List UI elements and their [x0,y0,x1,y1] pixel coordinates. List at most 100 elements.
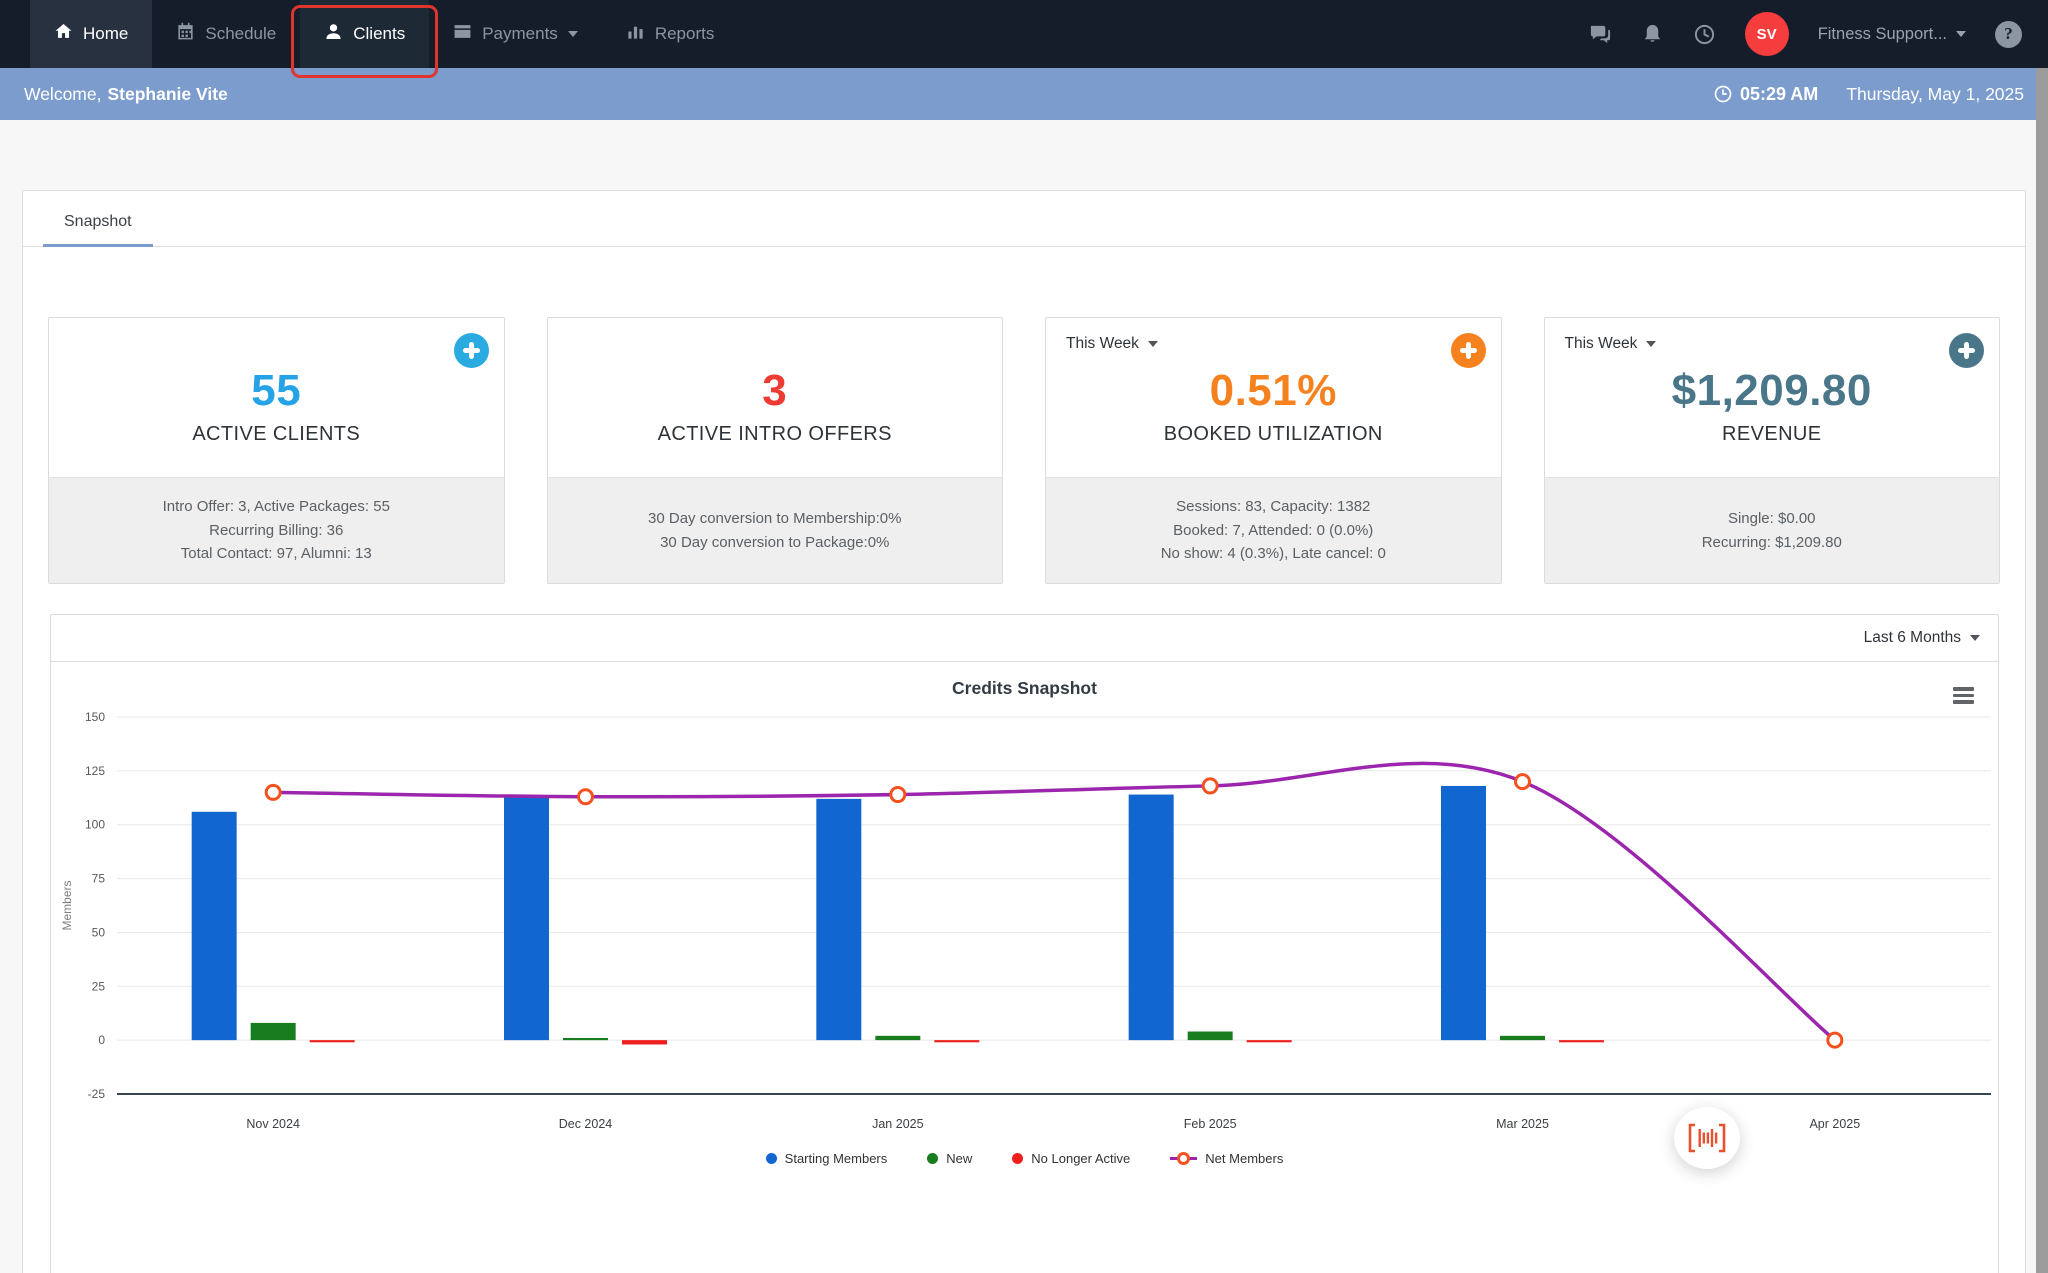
clock-icon [1694,24,1714,44]
nav-item-label: Schedule [205,24,277,43]
notifications-button[interactable] [1641,23,1664,46]
booked-utilization-value: 0.51% [1209,365,1337,415]
svg-text:100: 100 [85,818,105,832]
add-booking-button[interactable] [1450,333,1486,368]
user-icon [324,22,343,46]
footer-line: Recurring: $1,209.80 [1701,533,1842,551]
avatar[interactable]: SV [1744,12,1789,56]
svg-text:Dec 2024: Dec 2024 [559,1117,613,1131]
range-label: Last 6 Months [1863,629,1961,646]
tab-snapshot[interactable]: Snapshot [43,213,153,247]
chat-button[interactable] [1589,23,1612,46]
home-icon [54,22,73,46]
card-label: BOOKED UTILIZATION [1163,422,1383,445]
footer-line: Recurring Billing: 36 [209,521,344,539]
period-selector[interactable]: This Week [1565,335,1657,353]
legend-item[interactable]: New [927,1151,972,1166]
banner-datetime: 05:29 AM Thursday, May 1, 2025 [1713,84,2024,105]
revenue-value: $1,209.80 [1671,365,1872,415]
hamburger-menu-icon[interactable] [1953,687,1974,707]
user-name: Stephanie Vite [107,83,228,104]
page-scrollbar[interactable] [2036,68,2048,1273]
svg-text:125: 125 [85,764,105,778]
current-date: Thursday, May 1, 2025 [1846,83,2024,104]
active-intro-offers-value: 3 [762,365,788,415]
svg-text:Apr 2025: Apr 2025 [1809,1117,1860,1131]
credits-snapshot-panel: Last 6 Months Credits Snapshot -25 0 25 50 7… [50,614,1999,1273]
footer-line: Single: $0.00 [1727,509,1816,527]
svg-text:75: 75 [92,872,106,886]
history-button[interactable] [1693,23,1716,46]
svg-text:Nov 2024: Nov 2024 [246,1117,300,1131]
card-footer: Sessions: 83, Capacity: 1382 Booked: 7, … [1046,477,1501,583]
credits-snapshot-chart: -25 0 25 50 75 100 125 150 Members Nov 2024 Dec 20… [60,710,1991,1131]
chevron-down-icon [567,31,578,37]
add-client-button[interactable] [453,333,489,368]
account-menu[interactable]: Fitness Support... [1818,25,1966,44]
bell-icon [1644,24,1660,42]
clock-icon [1714,85,1732,103]
chart-legend: Starting Members New No Longer Active Net M… [51,1151,1998,1166]
nav-item-reports[interactable]: Reports [602,0,739,68]
chevron-down-icon [1646,341,1657,347]
top-nav: Home Schedule Clients Payments Reports S… [0,0,2048,78]
svg-text:50: 50 [92,925,106,939]
legend-label: Starting Members [784,1151,888,1166]
legend-dot-icon [927,1153,939,1164]
card-footer: 30 Day conversion to Membership:0% 30 Da… [547,477,1002,583]
revenue-card: This Week $1,209.80 REVENUE Single: $0.0… [1543,317,2000,584]
nav-item-home[interactable]: Home [30,0,153,68]
legend-label: New [946,1151,973,1166]
account-name: Fitness Support... [1817,24,1947,43]
nav-right-cluster: SV Fitness Support... ? [1589,0,2048,68]
svg-text:-25: -25 [88,1087,106,1101]
tab-bar: Snapshot [23,191,2025,247]
legend-item[interactable]: No Longer Active [1012,1151,1130,1166]
nav-item-clients[interactable]: Clients [291,0,439,78]
footer-line: Sessions: 83, Capacity: 1382 [1176,497,1371,515]
chart-area: Credits Snapshot -25 0 25 50 75 100 125 150 Memb… [51,662,1998,1273]
footer-line: Booked: 7, Attended: 0 (0.0%) [1173,521,1374,539]
add-payment-button[interactable] [1949,333,1984,368]
nav-item-label: Home [83,24,129,43]
booked-utilization-card: This Week 0.51% BOOKED UTILIZATION Sessi… [1045,317,1502,584]
legend-item[interactable]: Starting Members [765,1151,888,1166]
barcode-scan-icon [1688,1123,1726,1153]
legend-dot-icon [1012,1153,1024,1164]
chart-range-selector[interactable]: Last 6 Months [51,615,1998,662]
footer-line: Total Contact: 97, Alumni: 13 [180,545,372,563]
card-footer: Single: $0.00 Recurring: $1,209.80 [1544,477,1999,583]
svg-text:Jan 2025: Jan 2025 [872,1117,923,1131]
nav-item-payments[interactable]: Payments [429,0,602,68]
svg-text:150: 150 [85,710,105,724]
active-intro-offers-card: 3 ACTIVE INTRO OFFERS 30 Day conversion … [546,317,1003,584]
svg-text:25: 25 [92,979,106,993]
card-label: ACTIVE CLIENTS [192,422,361,445]
stat-cards-row: 55 ACTIVE CLIENTS Intro Offer: 3, Active… [23,247,2025,584]
legend-dot-icon [765,1153,777,1164]
footer-line: No show: 4 (0.3%), Late cancel: 0 [1160,545,1386,563]
period-selector[interactable]: This Week [1066,335,1158,353]
legend-item[interactable]: Net Members [1170,1151,1283,1166]
barcode-scan-button[interactable] [1674,1107,1740,1169]
svg-text:Mar 2025: Mar 2025 [1496,1117,1549,1131]
legend-label: No Longer Active [1031,1151,1131,1166]
chevron-down-icon [1970,635,1980,641]
chart-title: Credits Snapshot [952,678,1097,698]
help-icon[interactable]: ? [1995,20,2022,48]
chevron-down-icon [1147,341,1158,347]
legend-label: Net Members [1205,1151,1284,1166]
nav-item-label: Clients [353,24,406,43]
welcome-prefix: Welcome, [24,83,102,104]
active-clients-card: 55 ACTIVE CLIENTS Intro Offer: 3, Active… [48,317,505,584]
card-label: REVENUE [1722,422,1822,445]
nav-item-schedule[interactable]: Schedule [152,0,300,68]
nav-item-label: Reports [654,24,715,43]
svg-text:0: 0 [98,1033,105,1047]
card-footer: Intro Offer: 3, Active Packages: 55 Recu… [49,477,504,583]
calendar-icon [176,22,195,46]
card-label: ACTIVE INTRO OFFERS [657,422,892,445]
credit-card-icon [453,22,472,46]
svg-text:Members: Members [60,880,74,930]
chat-icon [1590,25,1610,43]
